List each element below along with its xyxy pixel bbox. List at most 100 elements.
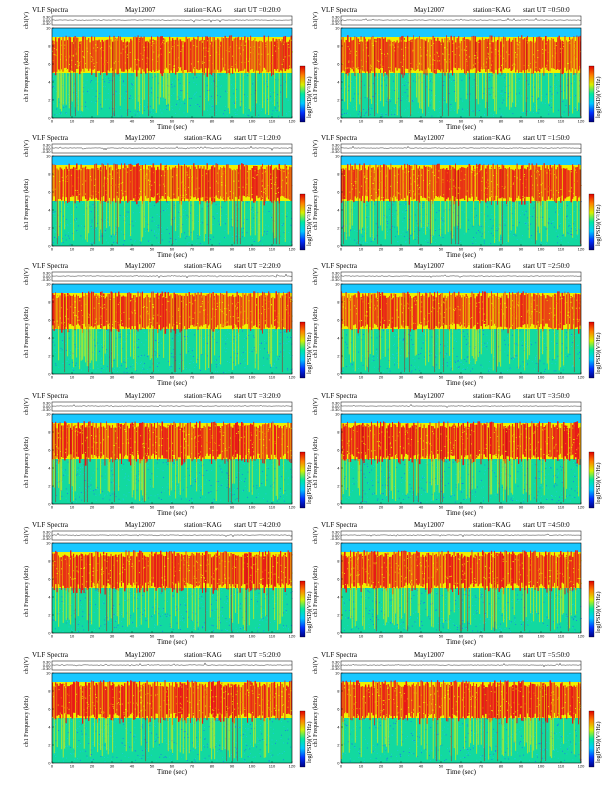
time-tick-label: 120 bbox=[578, 505, 585, 510]
frequency-axis-label: ch1 Frequency (kHz) bbox=[313, 437, 319, 488]
colorbar bbox=[588, 710, 595, 768]
panel-station: station=KAG bbox=[473, 392, 511, 400]
frequency-tick-label: 2 bbox=[337, 353, 340, 358]
voltage-trace bbox=[340, 17, 581, 22]
time-tick-label: 40 bbox=[419, 247, 424, 252]
time-tick-label: 20 bbox=[379, 119, 384, 124]
time-tick-label: 30 bbox=[110, 505, 115, 510]
time-tick-label: 70 bbox=[479, 247, 484, 252]
time-tick-label: 60 bbox=[459, 119, 464, 124]
frequency-tick-label: 4 bbox=[337, 335, 340, 340]
time-tick-label: 100 bbox=[538, 119, 545, 124]
time-tick-label: 60 bbox=[459, 375, 464, 380]
spectrogram-cells bbox=[341, 550, 582, 632]
time-tick-label: 20 bbox=[379, 764, 384, 769]
voltage-tick-label: 0.00 bbox=[43, 404, 52, 409]
frequency-tick-label: 6 bbox=[337, 61, 340, 66]
frequency-tick-label: 8 bbox=[48, 558, 51, 563]
time-tick-label: 110 bbox=[269, 634, 276, 639]
time-tick-label: 30 bbox=[399, 375, 404, 380]
time-tick-label: 100 bbox=[249, 764, 256, 769]
panel-header: VLF Spectra May12007 station=KAG start UT =… bbox=[32, 262, 316, 271]
voltage-tick-label: 0.30 bbox=[43, 15, 52, 20]
time-tick-label: 20 bbox=[379, 634, 384, 639]
voltage-tick-label: 0.30 bbox=[332, 143, 341, 148]
voltage-tick-label: 0.30 bbox=[43, 143, 52, 148]
voltage-tick-label: -0.30 bbox=[330, 21, 340, 26]
panel-station: station=KAG bbox=[473, 651, 511, 659]
time-tick-label: 30 bbox=[399, 247, 404, 252]
voltage-tick-label: 0.00 bbox=[332, 18, 341, 23]
time-tick-label: 0 bbox=[340, 764, 343, 769]
time-tick-label: 60 bbox=[170, 764, 175, 769]
time-tick-label: 120 bbox=[289, 375, 296, 380]
panel-start-time: start UT =0:50:0 bbox=[523, 6, 570, 14]
spectrogram-panel: 0.30 0.00 -0.30 0 10 20 30 40 50 60 70 80 90 100 110 12… bbox=[309, 392, 609, 520]
frequency-tick-label: 10 bbox=[335, 670, 340, 675]
frequency-tick-label: 8 bbox=[48, 688, 51, 693]
spectrogram-plot: 0.300.00-0.300 10 20 30 40 50 60 70 80 90 100 110 12… bbox=[41, 401, 306, 510]
panel-header: VLF Spectra May12007 station=KAG start UT =… bbox=[321, 392, 605, 401]
frequency-tick-label: 0 bbox=[337, 501, 340, 506]
panel-station: station=KAG bbox=[184, 392, 222, 400]
panel-title: VLF Spectra bbox=[321, 6, 357, 14]
time-tick-label: 40 bbox=[419, 634, 424, 639]
time-tick-label: 20 bbox=[90, 119, 95, 124]
spectrogram-plot: 0.300.00-0.300 10 20 30 40 50 60 70 80 90 100 110 12… bbox=[41, 15, 306, 124]
voltage-tick-label: 0.30 bbox=[332, 401, 341, 406]
frequency-tick-label: 6 bbox=[337, 447, 340, 452]
voltage-strip-frame bbox=[51, 15, 293, 26]
voltage-trace bbox=[51, 19, 292, 23]
voltage-axis-label: ch1(V) bbox=[24, 398, 30, 415]
panel-title: VLF Spectra bbox=[321, 262, 357, 270]
time-tick-label: 70 bbox=[190, 375, 195, 380]
voltage-tick-label: 0.30 bbox=[43, 530, 52, 535]
time-tick-label: 70 bbox=[479, 375, 484, 380]
frequency-tick-label: 4 bbox=[48, 594, 51, 599]
time-tick-label: 80 bbox=[210, 634, 215, 639]
spectrogram-panel: 0.30 0.00 -0.30 0 10 20 30 40 50 60 70 80 90 100 110 12… bbox=[20, 134, 320, 262]
frequency-tick-label: 8 bbox=[337, 558, 340, 563]
time-tick-label: 50 bbox=[439, 375, 444, 380]
voltage-tick-label: -0.30 bbox=[41, 21, 51, 26]
frequency-axis-label: ch1 Frequency (kHz) bbox=[24, 696, 30, 747]
voltage-strip-frame bbox=[51, 530, 293, 541]
spectrogram-cells bbox=[52, 421, 293, 503]
colorbar bbox=[588, 193, 595, 251]
time-tick-label: 70 bbox=[190, 247, 195, 252]
panel-header: VLF Spectra May12007 station=KAG start UT =… bbox=[321, 134, 605, 143]
colorbar bbox=[299, 193, 306, 251]
panel-header: VLF Spectra May12007 station=KAG start UT =… bbox=[32, 134, 316, 143]
frequency-axis-label: ch1 Frequency (kHz) bbox=[313, 51, 319, 102]
voltage-trace bbox=[51, 532, 293, 538]
x-axis-label: Time (sec) bbox=[157, 251, 187, 259]
voltage-tick-label: -0.30 bbox=[330, 536, 340, 541]
frequency-axis-label: ch1 Frequency (kHz) bbox=[313, 696, 319, 747]
colorbar-label: log(PSD)(V²/Hz) bbox=[596, 332, 602, 374]
voltage-strip-frame bbox=[340, 15, 582, 26]
colorbar bbox=[588, 321, 595, 379]
time-tick-label: 60 bbox=[170, 505, 175, 510]
spectrogram-panel: 0.30 0.00 -0.30 0 10 20 30 40 50 60 70 80 90 100 110 12… bbox=[20, 521, 320, 649]
time-tick-label: 50 bbox=[150, 375, 155, 380]
spectrogram-plot: 0.300.00-0.300 10 20 30 40 50 60 70 80 90 100 110 12… bbox=[41, 143, 306, 252]
frequency-tick-label: 10 bbox=[335, 153, 340, 158]
voltage-tick-label: -0.30 bbox=[41, 277, 51, 282]
frequency-tick-label: 0 bbox=[48, 115, 51, 120]
voltage-tick-label: 0.00 bbox=[43, 533, 52, 538]
time-tick-label: 10 bbox=[70, 505, 75, 510]
time-tick-label: 40 bbox=[130, 119, 135, 124]
frequency-tick-label: 6 bbox=[337, 317, 340, 322]
time-tick-label: 110 bbox=[269, 375, 276, 380]
voltage-axis-label: ch1(V) bbox=[24, 268, 30, 285]
x-axis-label: Time (sec) bbox=[157, 123, 187, 131]
x-axis-label: Time (sec) bbox=[157, 509, 187, 517]
voltage-axis-label: ch1(V) bbox=[24, 527, 30, 544]
time-tick-label: 50 bbox=[439, 119, 444, 124]
time-tick-label: 120 bbox=[289, 247, 296, 252]
time-tick-label: 10 bbox=[70, 375, 75, 380]
panel-date: May12007 bbox=[125, 521, 156, 529]
voltage-axis-label: ch1(V) bbox=[313, 268, 319, 285]
time-tick-label: 0 bbox=[51, 247, 54, 252]
